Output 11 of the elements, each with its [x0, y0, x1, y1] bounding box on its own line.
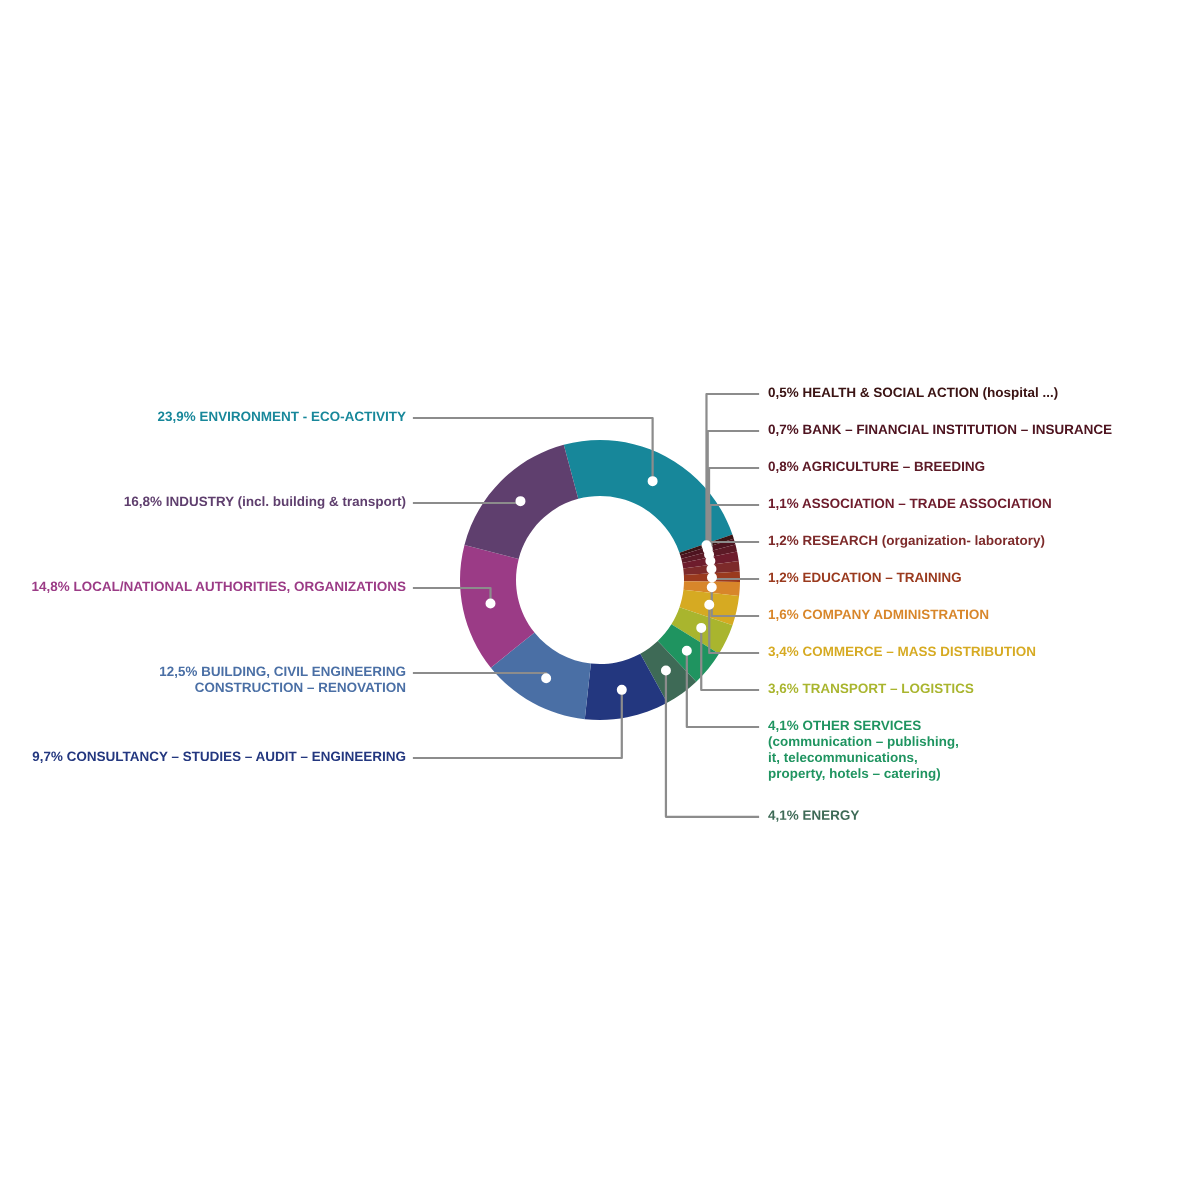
donut-slice: [671, 607, 733, 654]
donut-slice: [563, 440, 733, 553]
donut-slice: [657, 624, 719, 682]
donut-slice: [464, 444, 579, 559]
donut-slice: [460, 544, 535, 668]
donut-slice: [683, 581, 740, 597]
donut-slice: [683, 561, 740, 575]
donut-slice: [584, 653, 668, 720]
donut-slice: [679, 589, 740, 626]
donut-slice: [640, 640, 697, 703]
donut-slice: [490, 632, 591, 720]
